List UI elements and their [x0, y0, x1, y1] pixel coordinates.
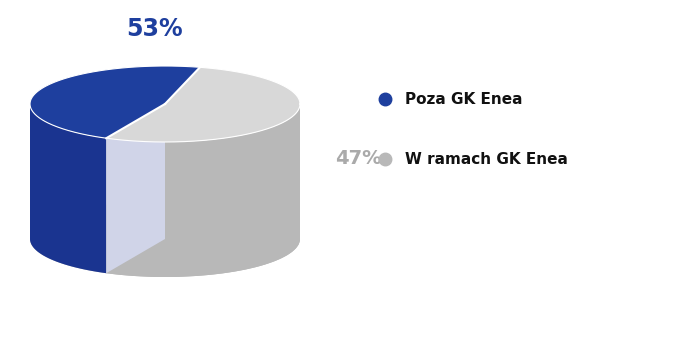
Ellipse shape — [30, 201, 300, 277]
Text: W ramach GK Enea: W ramach GK Enea — [405, 152, 568, 166]
Polygon shape — [30, 104, 107, 273]
Polygon shape — [30, 66, 200, 138]
Text: Poza GK Enea: Poza GK Enea — [405, 91, 522, 107]
Polygon shape — [107, 67, 300, 142]
Polygon shape — [107, 104, 300, 277]
Text: 47%: 47% — [335, 149, 381, 169]
Polygon shape — [107, 104, 165, 273]
Text: 53%: 53% — [127, 17, 183, 41]
